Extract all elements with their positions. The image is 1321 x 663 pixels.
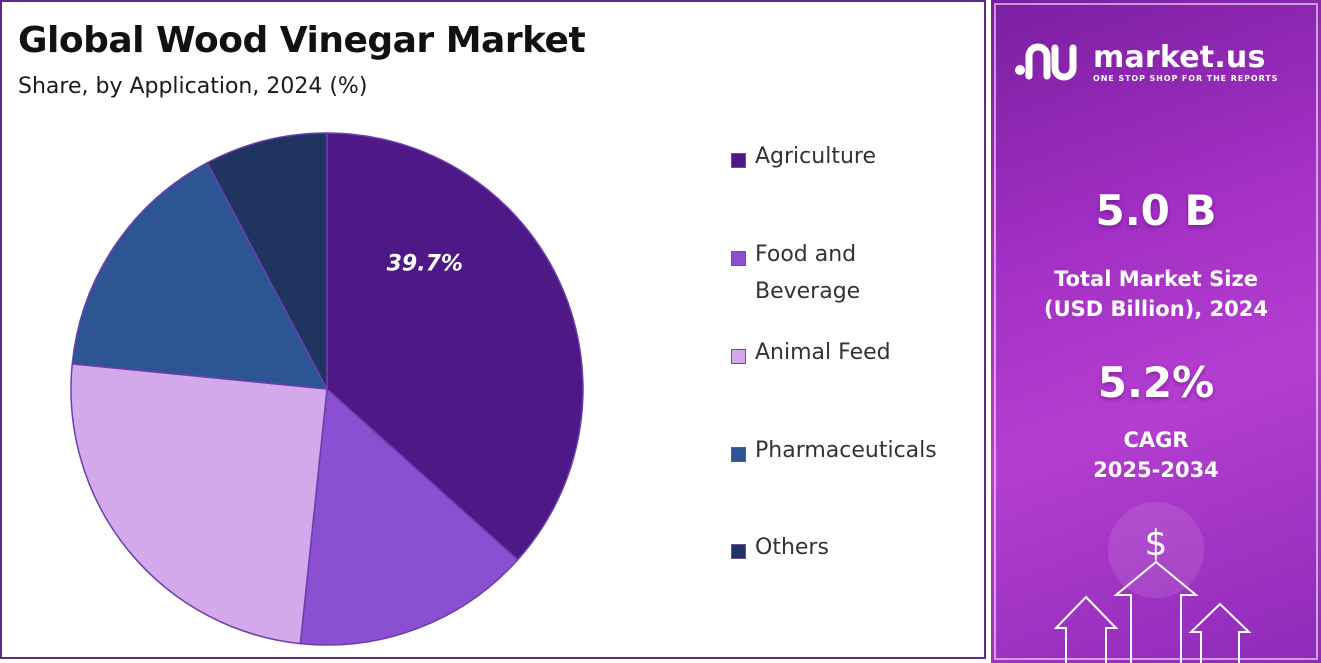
cagr-label-line1: CAGR [1123,428,1189,452]
legend-label: Animal Feed [755,340,891,365]
chart-panel: Global Wood Vinegar Market Share, by App… [0,0,986,659]
legend-label: Pharmaceuticals [755,438,937,463]
pie-slice-pharmaceuticals [71,161,329,390]
legend-swatch [731,251,746,266]
brand-logo: market.us ONE STOP SHOP FOR THE REPORTS [1009,38,1309,88]
cagr-label-line2: 2025-2034 [1093,458,1219,482]
brand-name: market.us [1093,40,1266,75]
chart-subtitle: Share, by Application, 2024 (%) [18,74,368,99]
panel-frame [994,3,1318,660]
legend-item-animal-feed: Animal Feed [731,340,981,371]
legend-label: Others [755,535,829,560]
cagr-value: 5.2% [1097,358,1215,407]
pie-slice-others [206,132,328,390]
pie-chart: 39.7% [70,132,584,646]
brand-tagline: ONE STOP SHOP FOR THE REPORTS [1093,74,1279,83]
pie-slice-agriculture [326,132,584,561]
legend-item-agriculture: Agriculture [731,144,981,175]
market-size-label-line2: (USD Billion), 2024 [1043,297,1269,321]
legend-swatch [731,349,746,364]
summary-panel: market.us ONE STOP SHOP FOR THE REPORTS … [991,0,1321,663]
dollar-icon: $ [1145,523,1168,564]
legend-swatch [731,544,746,559]
data-label-agriculture: 39.7% [387,252,463,277]
legend-swatch [731,153,746,168]
pie-slice-animal-feed [70,362,328,645]
legend-label: Food and Beverage [755,242,861,304]
chart-title: Global Wood Vinegar Market [18,20,586,61]
pie-slice-food-and-beverage [299,387,519,646]
legend-item-others: Others [731,535,981,566]
legend-label: Agriculture [755,144,876,169]
legend-swatch [731,447,746,462]
market-size-label-line1: Total Market Size [1054,267,1258,291]
legend-item-food-and-beverage: Food and Beverage [731,242,981,310]
legend-item-pharmaceuticals: Pharmaceuticals [731,438,981,469]
growth-arrows-icon: $ [1053,502,1252,663]
market-us-logo-icon [1015,43,1077,81]
market-size-value: 5.0 B [1095,186,1217,235]
